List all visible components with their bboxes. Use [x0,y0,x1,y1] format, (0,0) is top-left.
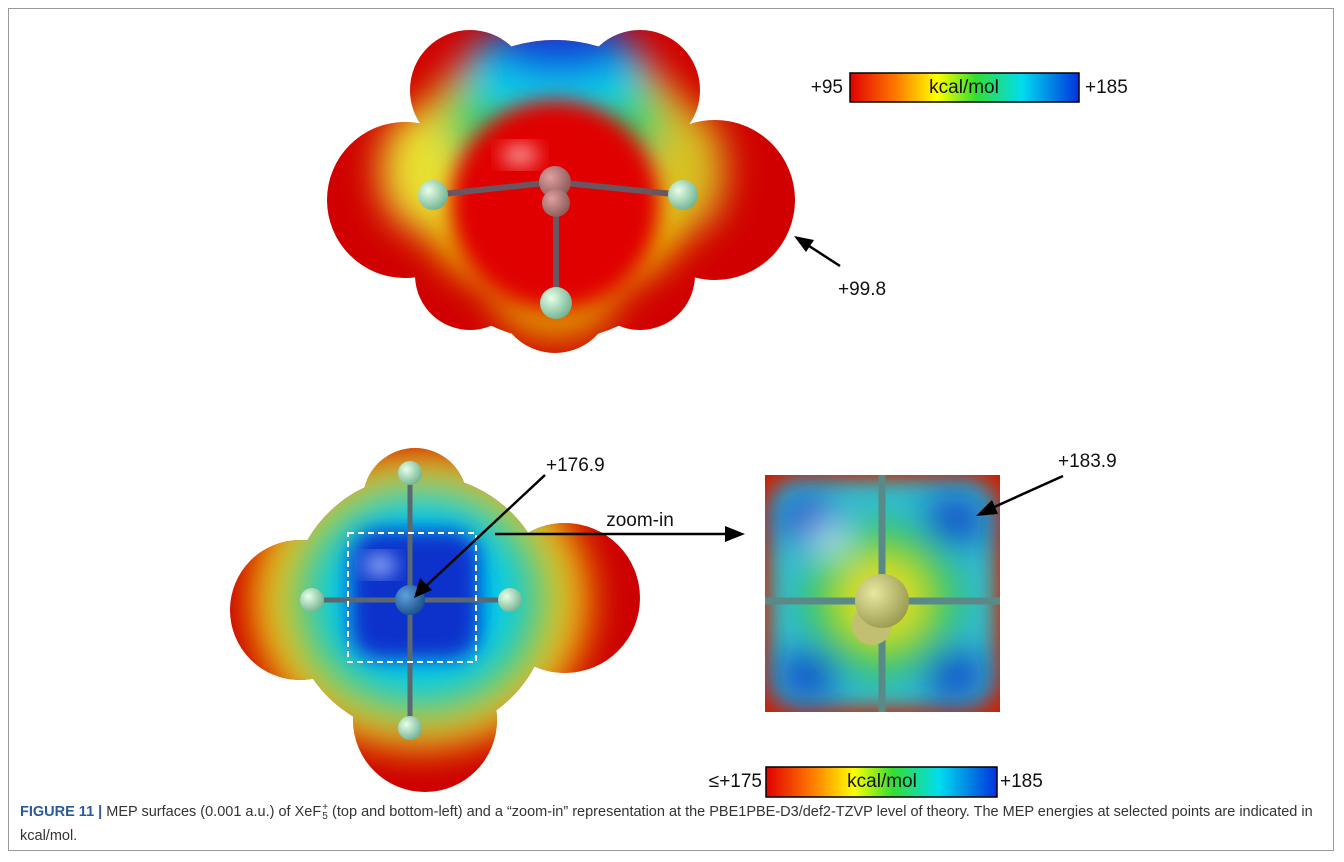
figure-frame [8,8,1334,851]
zoom-region [347,532,477,663]
zoom-mep-surface [765,475,1000,712]
annotation-label: +176.9 [546,455,605,476]
annotation-arrow [805,242,841,268]
color-scale [849,72,1080,103]
arrow-head [414,578,432,598]
formula-sub: 5 [322,811,328,823]
top-ball-and-stick [418,166,698,319]
arrow-head [976,500,998,516]
scale-max-label: +185 [1000,771,1043,792]
caption-text: (top and bottom-left) and a “zoom-in” re… [20,804,1313,844]
scale-unit: kcal/mol [847,771,917,792]
zoom-label: zoom-in [606,510,674,531]
scale-unit: kcal/mol [929,77,999,98]
arrow-head [725,526,745,542]
caption-label: FIGURE 11 | [20,804,103,820]
annotation-label: +99.8 [838,279,886,300]
formula-sup: + [322,802,329,814]
scale-min-label: ≤+175 [709,771,762,792]
annotation-label: +183.9 [1058,451,1117,472]
caption-text: MEP surfaces (0.001 a.u.) of XeF [106,804,322,820]
caption: FIGURE 11 | MEP surfaces (0.001 a.u.) of… [20,800,1320,848]
annotation-arrow [424,474,546,588]
arrow-head [794,236,814,252]
color-scale [765,766,998,798]
bottom-mep-surface [230,448,640,792]
scale-min-label: +95 [811,77,843,98]
annotation-arrow [991,474,1064,510]
formula-index: +5 [322,802,329,823]
scale-max-label: +185 [1085,77,1128,98]
